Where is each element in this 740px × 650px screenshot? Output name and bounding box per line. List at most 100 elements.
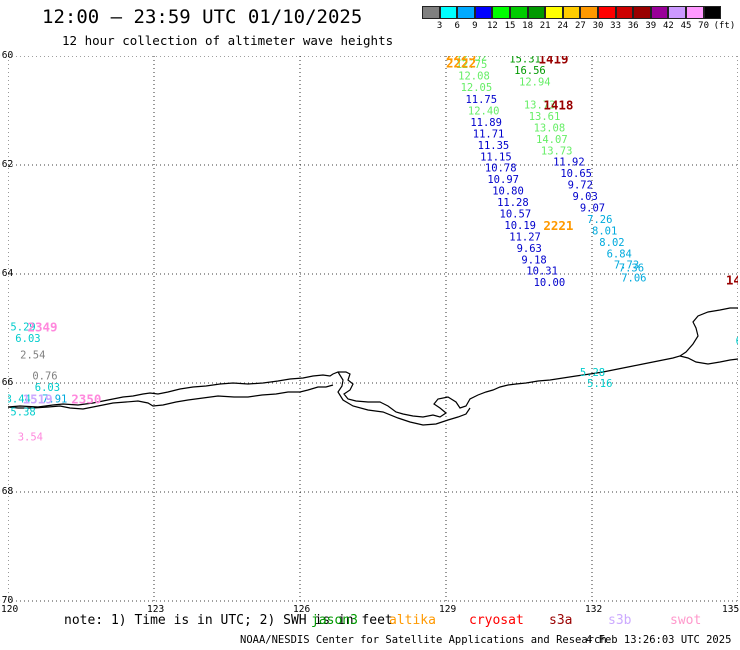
colorbar-swatch xyxy=(668,6,686,19)
legend-item-altika: altika xyxy=(389,613,436,628)
colorbar-swatch xyxy=(597,6,616,19)
wave-height-value: 9.03 xyxy=(573,191,598,203)
wave-height-value: 12.94 xyxy=(519,77,551,89)
wave-height-value: 7.26 xyxy=(587,214,612,226)
legend-item-s3a: s3a xyxy=(549,613,573,628)
wave-height-value: 0.76 xyxy=(32,370,57,382)
colorbar-swatch xyxy=(562,6,581,19)
footnote: note: 1) Time is in UTC; 2) SWH is in fe… xyxy=(64,613,393,628)
colorbar-tick-label: 3 xyxy=(436,21,443,31)
wave-height-colorbar xyxy=(422,6,722,19)
colorbar-swatch xyxy=(509,6,528,19)
colorbar-tick-label: 39 xyxy=(645,21,657,31)
wave-height-value: 10.97 xyxy=(487,174,519,186)
wave-height-value: 10.57 xyxy=(500,209,532,221)
colorbar-swatch xyxy=(703,6,722,19)
wave-height-value: 10.31 xyxy=(526,266,558,278)
wave-height-value: 5.16 xyxy=(587,378,612,390)
pass-time-label: 2349 xyxy=(27,319,57,334)
wave-height-value: 14.07 xyxy=(536,134,568,146)
lat-tick-label: -70 xyxy=(0,595,14,606)
wave-height-value: 9.18 xyxy=(521,254,546,266)
colorbar-tick-label: 21 xyxy=(539,21,551,31)
colorbar-tick-label: 33 xyxy=(610,21,622,31)
lat-tick-label: -66 xyxy=(0,377,14,388)
wave-height-value: 10.78 xyxy=(485,163,517,175)
wave-height-value: 6.03 xyxy=(35,382,60,394)
lon-tick-label: 123 xyxy=(147,604,165,615)
lat-lon-grid xyxy=(8,56,738,602)
lon-tick-label: 129 xyxy=(439,604,457,615)
wave-height-value: 13.61 xyxy=(529,111,561,123)
coastline-lobe-west xyxy=(8,384,334,410)
wave-height-value: 2.54 xyxy=(20,350,45,362)
credit-text: NOAA/NESDIS Center for Satellite Applica… xyxy=(240,634,607,646)
lon-tick-label: 120 xyxy=(1,604,19,615)
colorbar-tick-label: 36 xyxy=(627,21,639,31)
wave-height-value: 5.29 xyxy=(10,321,35,333)
map-plot[interactable]: 12.52 12.75 12.08 12.05 11.75 12.40 11.89 11.71… xyxy=(8,56,738,605)
wave-height-value: 7.73 xyxy=(614,260,639,272)
wave-height-value: 13.08 xyxy=(534,122,566,134)
map-canvas[interactable]: 12.5212.7512.0812.0511.7512.4011.8911.71… xyxy=(8,56,738,605)
lat-tick-label: -60 xyxy=(0,50,14,61)
pass-time-label: 1419 xyxy=(538,56,568,67)
lon-tick-label: 132 xyxy=(585,604,603,615)
wave-height-value: 5.38 xyxy=(10,406,35,418)
colorbar-swatch xyxy=(422,6,440,19)
colorbar-swatch xyxy=(650,6,669,19)
pass-time-label: 1519 xyxy=(23,391,53,406)
wave-height-value: 15.31 xyxy=(509,56,541,66)
wave-height-value: 12.05 xyxy=(461,82,493,94)
credit-timestamp: 4 Feb 13:26:03 UTC 2025 xyxy=(586,634,732,646)
wave-height-value: 6.03 xyxy=(15,333,40,345)
colorbar-tick-label: 15 xyxy=(504,21,516,31)
wave-height-value: 12.08 xyxy=(458,71,490,83)
page-title: 12:00 – 23:59 UTC 01/10/2025 xyxy=(42,6,363,28)
wave-height-value: 11.92 xyxy=(553,157,585,169)
pass-time-label: 2221 xyxy=(543,218,573,233)
pass-time-label: 1418 xyxy=(543,98,573,113)
colorbar-tick-label: 9 xyxy=(472,21,478,31)
colorbar-swatch xyxy=(633,6,651,19)
wave-height-value: 9.07 xyxy=(580,203,605,215)
wave-height-value: 11.35 xyxy=(478,140,510,152)
colorbar-swatch xyxy=(439,6,458,19)
pass-time-label: 2223 xyxy=(446,56,476,63)
lat-tick-label: -64 xyxy=(0,268,14,279)
wave-height-value: 11.75 xyxy=(465,94,497,106)
wave-height-value: 10.00 xyxy=(534,277,566,289)
lat-tick-label: -68 xyxy=(0,486,14,497)
wave-height-value: 8.01 xyxy=(592,225,617,237)
wave-height-value: 12.52 xyxy=(456,56,488,64)
wave-height-value: 13.73 xyxy=(541,145,573,157)
observation-layer: 12.5212.7512.0812.0511.7512.4011.8911.71… xyxy=(8,56,738,443)
legend-item-jason3: jason3 xyxy=(311,613,358,628)
wave-height-value: 3.44 xyxy=(8,393,31,405)
wave-height-value: 11.71 xyxy=(473,128,505,140)
coastline-east-loop xyxy=(679,355,738,365)
wave-height-value: 9.63 xyxy=(517,243,542,255)
lon-tick-label: 135 xyxy=(722,604,740,615)
wave-height-value: 11.89 xyxy=(470,117,502,129)
wave-height-value: 7.91 xyxy=(42,393,67,405)
wave-height-value: 9.72 xyxy=(568,180,593,192)
wave-height-value: 10.19 xyxy=(504,220,536,232)
wave-height-value: 10.65 xyxy=(560,168,592,180)
colorbar-tick-label: 18 xyxy=(522,21,534,31)
colorbar-swatch xyxy=(492,6,510,19)
colorbar-tick-label: 27 xyxy=(574,21,586,31)
wave-height-value: 7.06 xyxy=(621,272,646,284)
colorbar-swatch xyxy=(580,6,598,19)
wave-height-value: 16.56 xyxy=(514,65,546,77)
colorbar-swatch xyxy=(615,6,634,19)
colorbar-labels: 3 6 9 12 15 18 21 24 27 30 33 36 39 42 45 70 (ft) xyxy=(422,21,740,35)
wave-height-value: 3.54 xyxy=(18,431,43,443)
coastline-inner-loop xyxy=(337,371,471,426)
wave-height-value: 6.6 xyxy=(736,335,738,347)
colorbar-tick-label: 70 xyxy=(698,21,710,31)
wave-height-value: 12.40 xyxy=(468,106,500,118)
wave-height-value: 6.84 xyxy=(607,248,632,260)
wave-height-value: 12.75 xyxy=(456,59,488,71)
page-subtitle: 12 hour collection of altimeter wave hei… xyxy=(62,33,394,48)
